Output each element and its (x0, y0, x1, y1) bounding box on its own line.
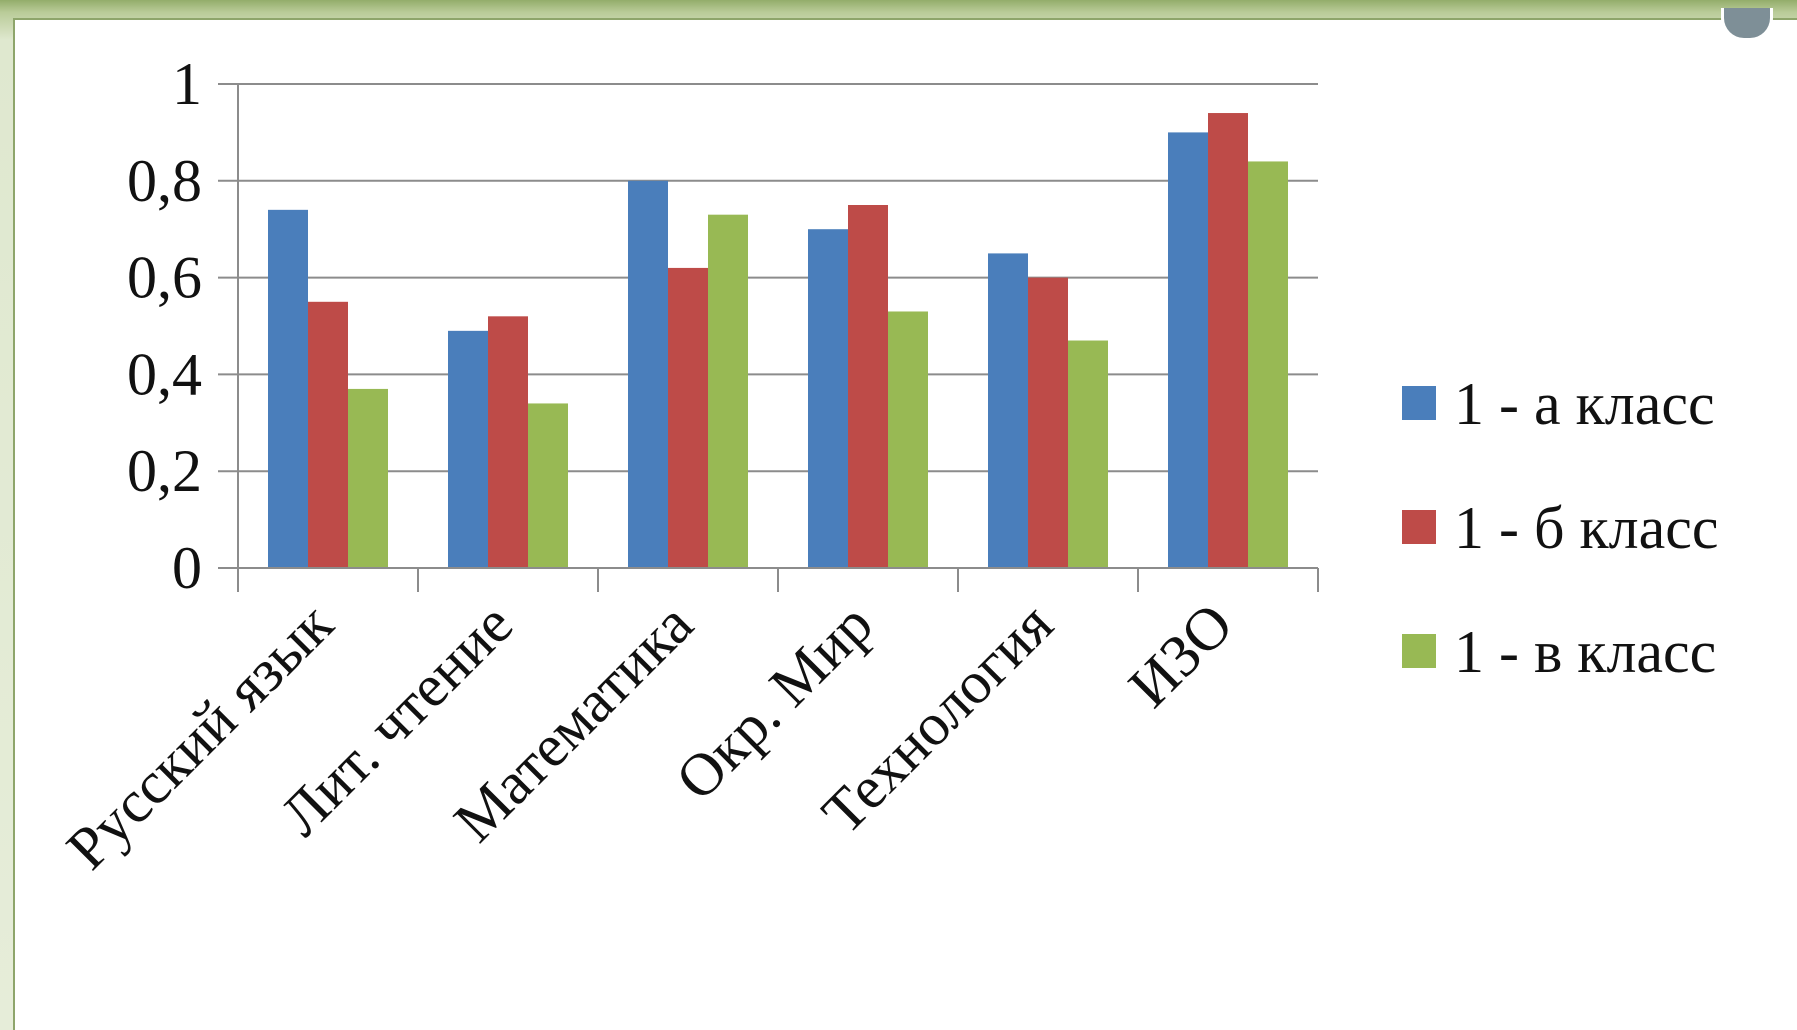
x-tick-label: ИЗО (1116, 591, 1245, 720)
legend: 1 - а класс 1 - б класс 1 - в класс (1402, 371, 1719, 685)
y-tick-label: 0,4 (127, 341, 202, 407)
bar (1248, 161, 1288, 568)
legend-label: 1 - в класс (1454, 619, 1716, 685)
bar (1068, 340, 1108, 568)
y-tick-label: 0 (172, 535, 202, 601)
bar (268, 209, 308, 568)
legend-label: 1 - б класс (1454, 495, 1719, 561)
bar (988, 253, 1028, 568)
bar (308, 301, 348, 568)
legend-label: 1 - а класс (1454, 371, 1715, 437)
bar (848, 205, 888, 568)
bar (708, 214, 748, 568)
y-tick-label: 0,8 (127, 148, 202, 214)
bar (528, 403, 568, 568)
bars (268, 113, 1288, 569)
bar (1208, 113, 1248, 568)
bar (1028, 277, 1068, 568)
legend-swatch (1402, 510, 1436, 544)
bar (448, 330, 488, 568)
y-tick-labels: 0 0,2 0,4 0,6 0,8 1 (127, 51, 202, 601)
axes (218, 84, 1319, 592)
bar (1168, 132, 1208, 568)
bar (808, 229, 848, 568)
y-tick-label: 0,6 (127, 245, 202, 311)
x-tick-label: Русский язык (54, 590, 346, 882)
bar (628, 180, 668, 569)
bar (488, 316, 528, 568)
bar (888, 311, 928, 568)
bar (668, 267, 708, 568)
slide-corner-decoration (1721, 8, 1773, 41)
legend-swatch (1402, 634, 1436, 668)
y-tick-label: 0,2 (127, 438, 202, 504)
bar (348, 388, 388, 568)
legend-swatch (1402, 386, 1436, 420)
y-tick-label: 1 (172, 51, 202, 117)
